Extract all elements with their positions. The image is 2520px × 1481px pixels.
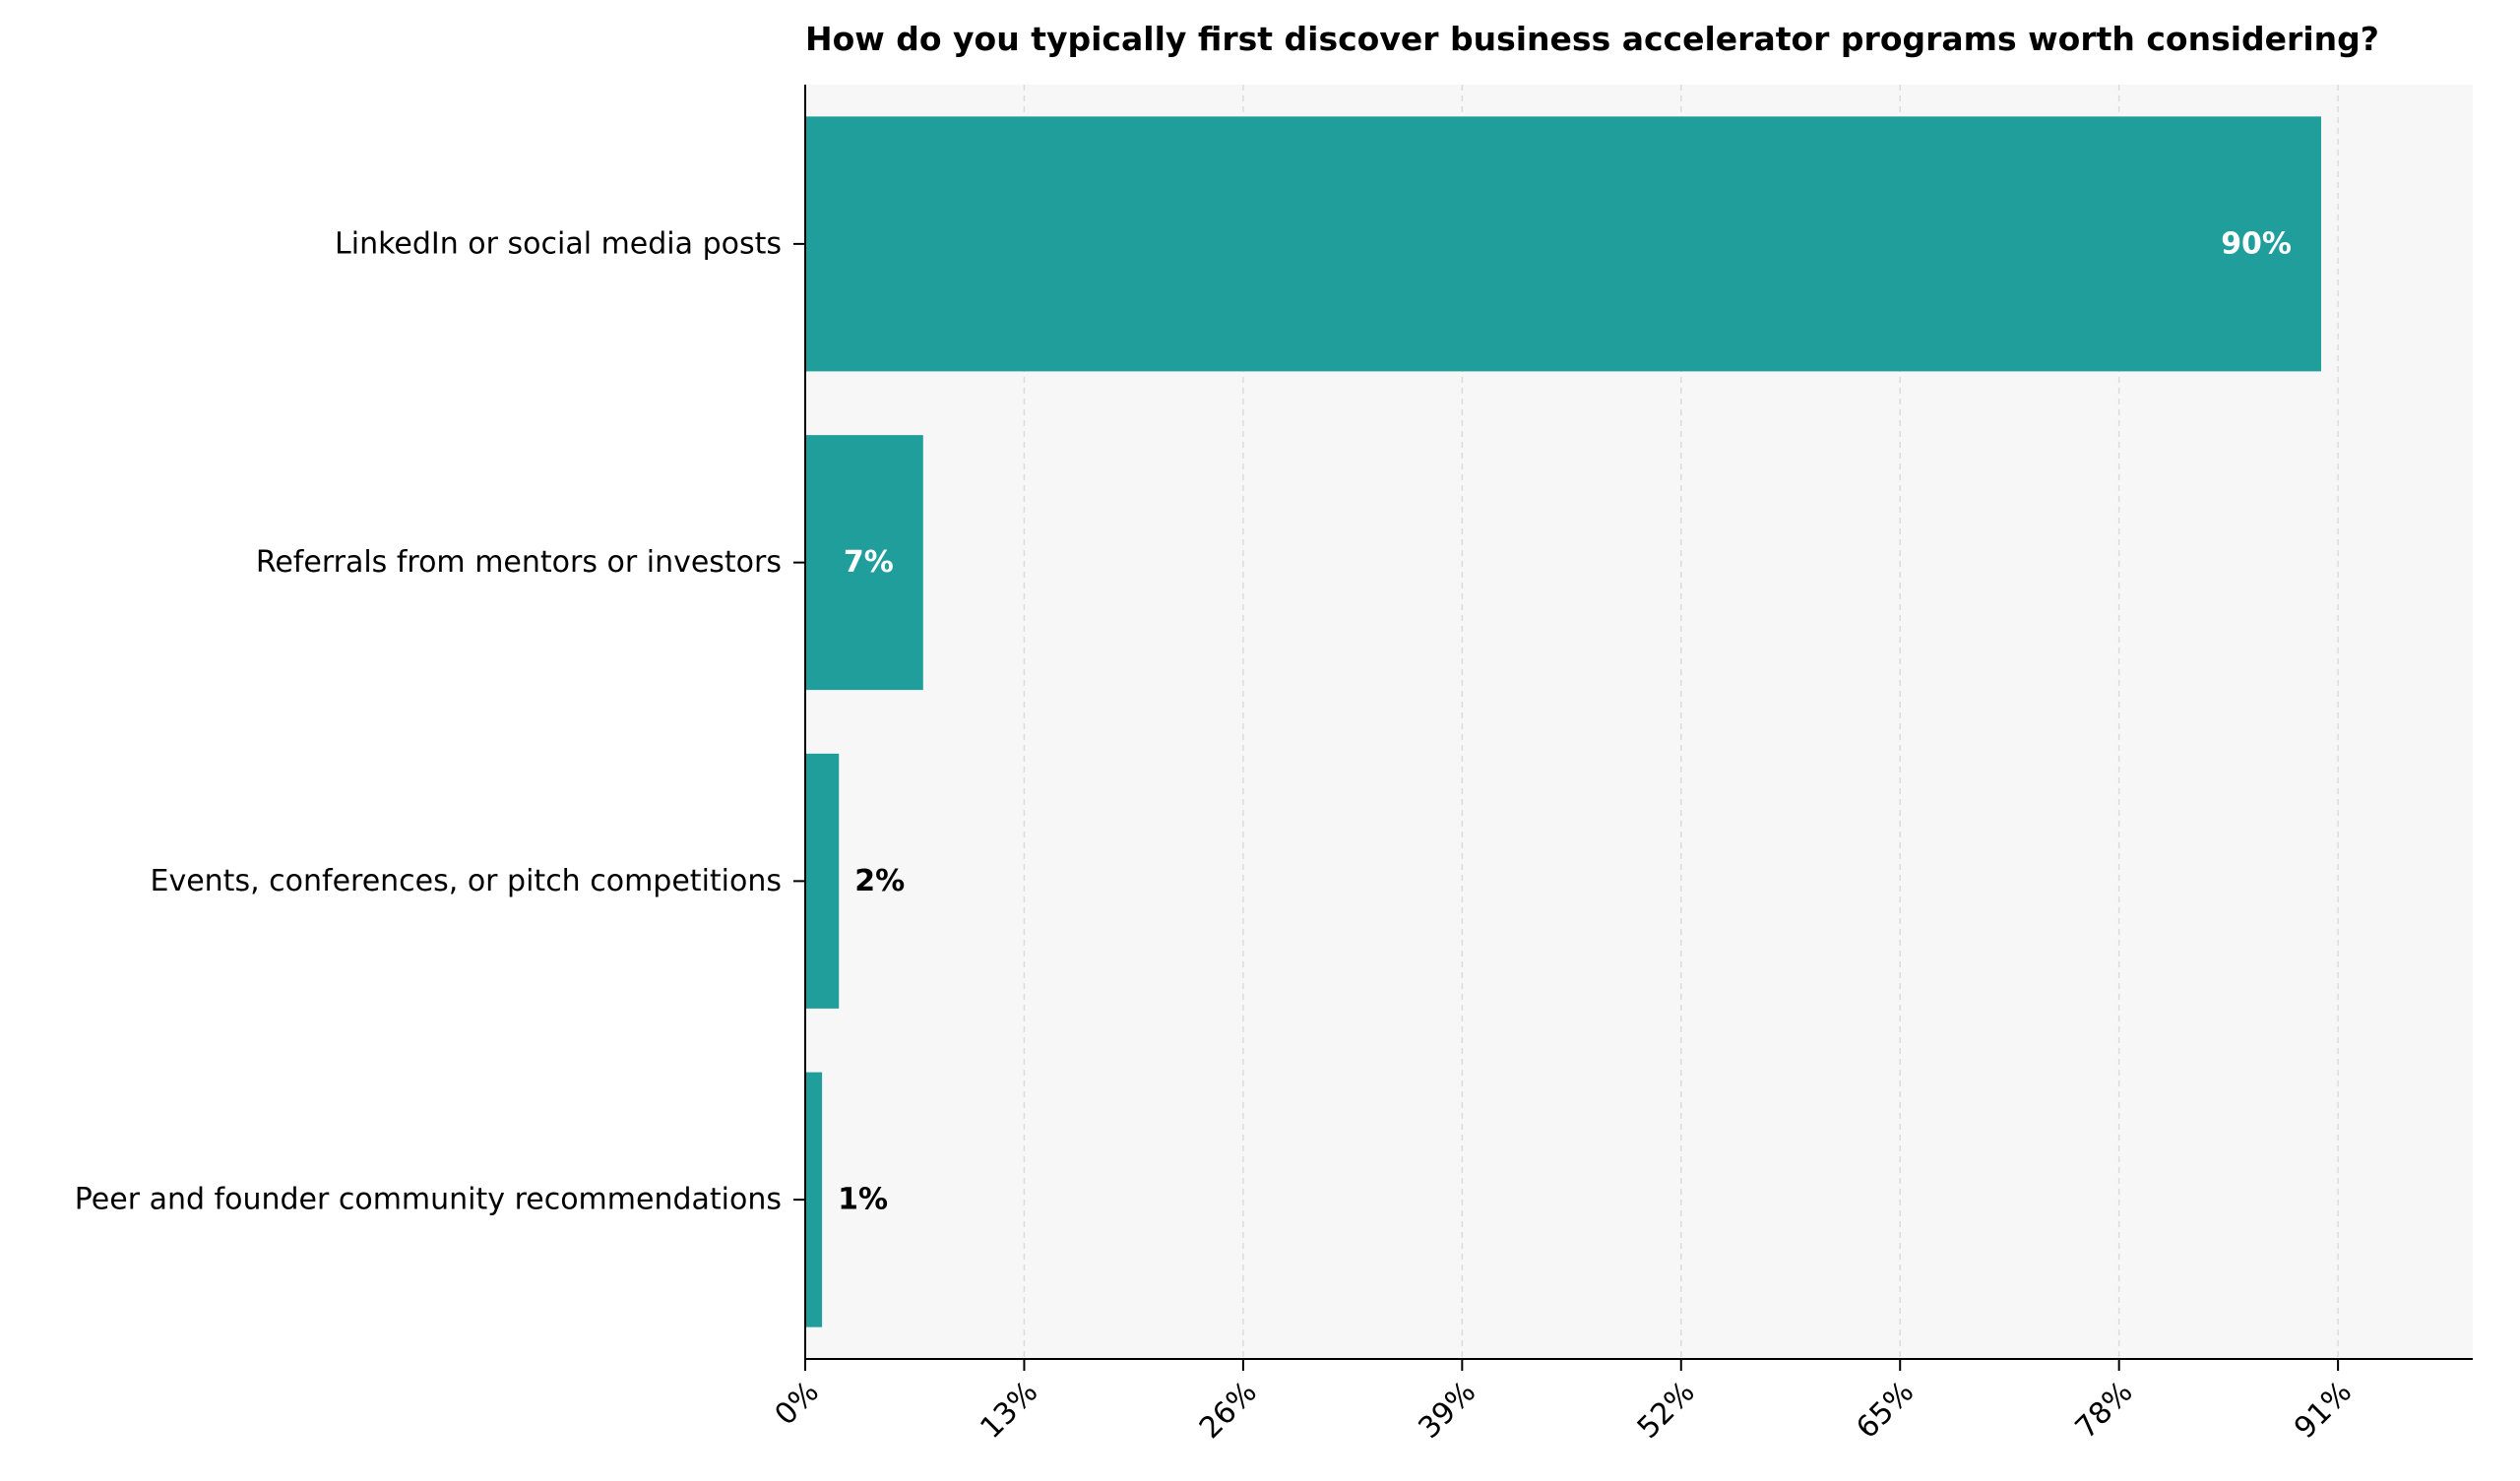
bar [805,435,923,691]
x-tick-label: 91% [2288,1375,2359,1446]
value-labels: 90% 7% 2% 1% [838,226,2292,1216]
x-tick-label: 13% [974,1375,1044,1446]
x-tick-label: 52% [1631,1375,1702,1446]
bar [805,753,840,1009]
grid-lines [1023,85,2339,1359]
bars [805,116,2321,1327]
y-tick-label: Events, conferences, or pitch competitio… [151,864,783,898]
y-tick-label: Peer and founder community recommendatio… [75,1183,782,1217]
x-tick-label: 65% [1850,1375,1921,1446]
data-label: 7% [844,545,894,580]
chart-title: How do you typically first discover busi… [805,20,2379,58]
x-tick-label: 0% [769,1375,826,1432]
y-tick-label: LinkedIn or social media posts [335,226,782,261]
bar [805,116,2321,372]
y-tick-label: Referrals from mentors or investors [256,545,782,580]
x-tick-label: 39% [1412,1375,1482,1446]
x-tick-label: 78% [2069,1375,2140,1446]
data-label: 90% [2221,226,2292,261]
data-label: 2% [854,864,905,898]
bar [805,1072,823,1327]
data-label: 1% [838,1183,888,1217]
x-tick-label: 26% [1193,1375,1264,1446]
